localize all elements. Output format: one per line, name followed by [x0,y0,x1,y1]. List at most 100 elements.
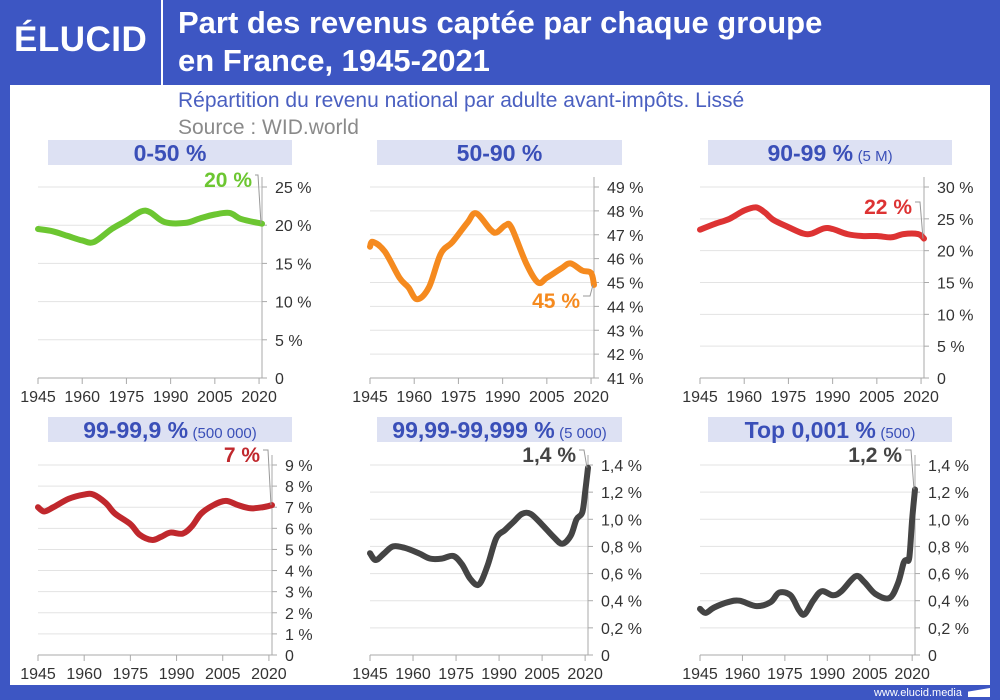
x-tick-label: 1945 [352,389,388,406]
x-tick-label: 1960 [395,666,431,683]
callout-label: 20 % [204,169,252,192]
x-tick-label: 1990 [810,666,846,683]
x-tick-label: 2005 [205,666,241,683]
series-line [35,490,275,543]
series-line [35,207,265,246]
panel-title-count: (500 000) [193,425,257,442]
y-tick-label: 44 % [607,299,643,316]
x-tick-label: 1960 [64,389,100,406]
source-note: Source : WID.world [178,116,359,139]
y-tick-label: 7 % [285,500,313,517]
x-tick-label: 1960 [66,666,102,683]
panel-3: 90-99 % (5 M) 0 5 % 10 % 15 % 20 % 25 % 30 % 194… [682,140,973,406]
x-tick-label: 2020 [573,389,609,406]
panel-title-banner [377,417,622,442]
x-tick-label: 2005 [529,389,565,406]
x-tick-label: 2005 [524,666,560,683]
header-divider [161,0,163,85]
series-line [367,464,591,589]
panel-2: 50-90 % 41 % 42 % 43 % 44 % 45 % 46 % 47 % 48 % 4… [352,140,643,406]
callout-leader [263,449,272,506]
y-tick-label: 45 % [607,276,643,293]
y-tick-label: 15 % [275,256,311,273]
panel-title-main: 99-99,9 % [83,417,188,443]
y-tick-label: 6 % [285,521,313,538]
callout-leader [255,174,262,224]
panel-title-count: (5 M) [858,148,893,165]
panel-4: 99-99,9 % (500 000) 0 1 % 2 % 3 % 4 % 5 % 6 % 7 … [20,417,313,683]
footer-url[interactable]: www.elucid.media [873,687,962,699]
y-tick-label: 46 % [607,252,643,269]
panel-5: 99,99-99,999 % (5 000) 0 0,2 % 0,4 % 0,6 % 0,… [352,417,642,683]
y-tick-label: 1 % [285,627,313,644]
x-tick-label: 2020 [567,666,603,683]
y-tick-label: 0,8 % [601,539,642,556]
y-tick-label: 49 % [607,180,643,197]
y-tick-label: 47 % [607,228,643,245]
y-tick-label: 0,8 % [928,539,969,556]
y-tick-label: 1,4 % [601,458,642,475]
callout-leader [915,201,924,239]
y-tick-label: 0,4 % [601,594,642,611]
callout-leader [905,449,915,490]
callout-label: 7 % [224,444,261,467]
y-tick-label: 4 % [285,564,313,581]
y-tick-label: 0 [601,648,610,665]
y-tick-label: 0 [937,371,946,388]
panel-title-banner [48,417,292,442]
x-tick-label: 1960 [725,666,761,683]
panel-title: 90-99 % (5 M) [767,140,892,166]
panel-title-main: Top 0,001 % [745,417,876,443]
x-tick-label: 1975 [438,666,474,683]
x-tick-label: 1975 [767,666,803,683]
x-tick-label: 1945 [352,666,388,683]
x-tick-label: 1945 [20,389,56,406]
panel-title: 0-50 % [134,140,207,166]
y-tick-label: 41 % [607,371,643,388]
panel-title: 50-90 % [457,140,543,166]
y-tick-label: 48 % [607,204,643,221]
series-line [697,486,918,618]
x-tick-label: 1975 [113,666,149,683]
chart-area [10,85,990,685]
callout-leader [583,284,594,297]
y-tick-label: 0 [275,371,284,388]
y-tick-label: 10 % [937,307,973,324]
y-tick-label: 5 % [285,542,313,559]
y-tick-label: 0,6 % [601,567,642,584]
y-tick-label: 20 % [275,218,311,235]
page-title: Part des revenus captée par chaque group… [178,4,822,80]
callout-label: 1,4 % [522,444,576,467]
callout-leader [579,449,588,468]
x-tick-label: 2020 [251,666,287,683]
y-tick-label: 8 % [285,479,313,496]
x-tick-label: 1945 [20,666,56,683]
x-tick-label: 1975 [441,389,477,406]
panel-title-banner [377,140,622,165]
x-tick-label: 1945 [682,666,718,683]
y-tick-label: 1,0 % [601,512,642,529]
series-line [697,204,927,242]
panel-title-banner [48,140,292,165]
x-tick-label: 1990 [481,666,517,683]
x-tick-label: 2005 [859,389,895,406]
y-tick-label: 5 % [275,333,303,350]
y-tick-label: 0,2 % [928,621,969,638]
title-line-2: en France, 1945-2021 [178,43,490,78]
x-tick-label: 2005 [852,666,888,683]
y-tick-label: 43 % [607,323,643,340]
panel-title-main: 0-50 % [134,140,207,166]
elucid-logo: ÉLUCID [14,20,148,59]
y-tick-label: 3 % [285,585,313,602]
panel-title-main: 99,99-99,999 % [392,417,554,443]
y-tick-label: 1,0 % [928,512,969,529]
panel-1: 0-50 % 0 5 % 10 % 15 % 20 % 25 % 1945 1960 1975 19… [20,140,311,406]
x-tick-label: 1975 [109,389,145,406]
panel-title: Top 0,001 % (500) [745,417,916,443]
x-tick-label: 2020 [241,389,277,406]
x-tick-label: 1990 [159,666,195,683]
x-tick-label: 1990 [485,389,521,406]
x-tick-label: 1990 [815,389,851,406]
x-tick-label: 2020 [903,389,939,406]
